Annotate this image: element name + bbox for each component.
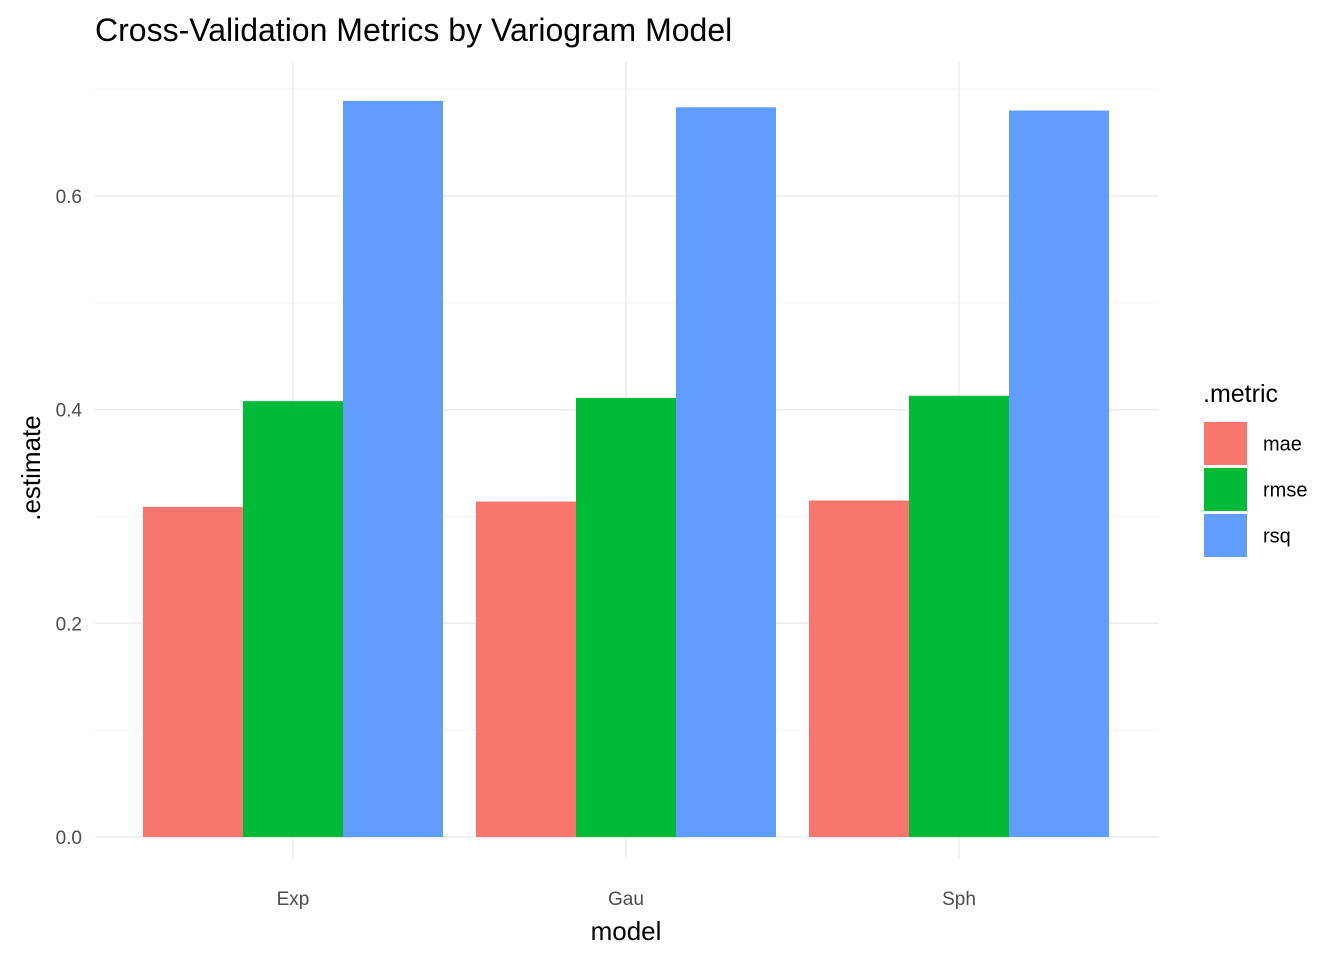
y-axis-title: .estimate — [16, 415, 46, 521]
y-tick-label: 0.4 — [56, 401, 83, 422]
legend-key-rmse — [1204, 468, 1247, 511]
bar-mae-Gau — [476, 501, 576, 837]
bar-mae-Sph — [809, 500, 909, 837]
y-axis-ticks: 0.0 0.2 0.4 0.6 — [56, 187, 83, 849]
bar-rsq-Gau — [676, 107, 776, 838]
bar-rmse-Exp — [243, 401, 343, 837]
legend-key-mae — [1204, 422, 1247, 465]
bar-rmse-Gau — [576, 397, 676, 837]
bar-mae-Exp — [143, 506, 243, 837]
legend-key-rsq — [1204, 514, 1247, 557]
bar-rmse-Sph — [909, 395, 1009, 837]
chart-title: Cross-Validation Metrics by Variogram Mo… — [95, 12, 732, 48]
x-tick-label: Sph — [942, 889, 976, 910]
y-tick-label: 0.6 — [56, 187, 82, 208]
legend-items: mae rmse rsq — [1204, 422, 1307, 557]
legend-label-rsq: rsq — [1263, 526, 1291, 548]
bars — [143, 100, 1109, 838]
legend-label-mae: mae — [1263, 434, 1302, 456]
x-axis-title: model — [591, 916, 662, 946]
legend-label-rmse: rmse — [1263, 480, 1307, 502]
legend: .metric mae rmse rsq — [1203, 380, 1307, 557]
y-tick-label: 0.2 — [56, 614, 82, 635]
bar-rsq-Sph — [1009, 110, 1109, 838]
bar-rsq-Exp — [343, 100, 443, 837]
x-tick-label: Exp — [277, 889, 310, 910]
legend-title: .metric — [1203, 380, 1278, 408]
y-tick-label: 0.0 — [56, 828, 82, 849]
x-axis-ticks: Exp Gau Sph — [277, 889, 976, 910]
x-tick-label: Gau — [608, 889, 644, 910]
